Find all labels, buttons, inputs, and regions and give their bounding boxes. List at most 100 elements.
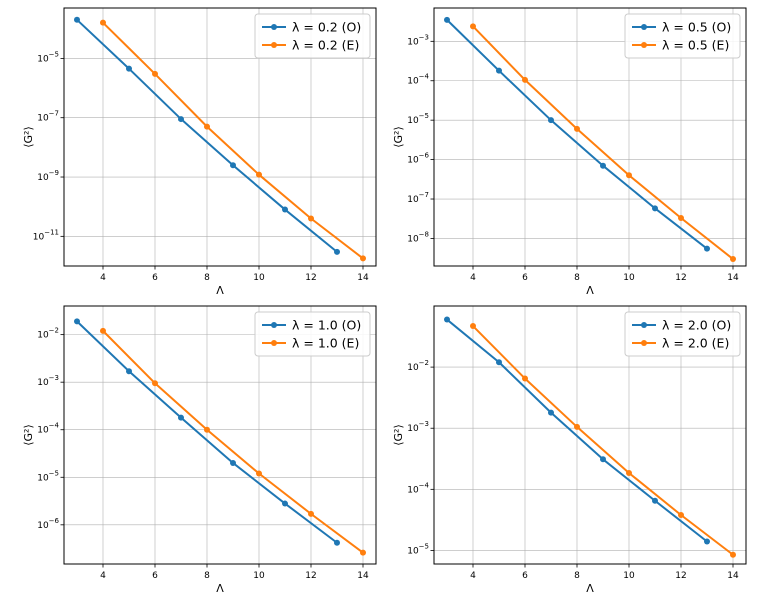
x-tick-label: 14 — [727, 273, 739, 283]
data-point — [256, 470, 262, 477]
plot-area-frame — [63, 7, 377, 267]
y-axis-label: ⟨G²⟩ — [22, 126, 35, 148]
data-point — [470, 323, 476, 330]
y-tick-label: 10−11 — [33, 228, 59, 242]
series-line-e — [472, 25, 734, 260]
x-axis-label: Λ — [216, 284, 224, 297]
legend: λ = 2.0 (O) λ = 2.0 (E) — [624, 311, 741, 357]
data-point — [100, 19, 106, 26]
y-tick-label: 10−5 — [37, 50, 59, 64]
y-tick-label: 10−5 — [37, 469, 59, 483]
data-point — [256, 171, 262, 178]
series-line-e — [472, 325, 734, 556]
x-tick-label: 4 — [100, 571, 106, 581]
data-point — [496, 359, 502, 366]
y-axis-label: ⟨G²⟩ — [392, 126, 405, 148]
legend-entry-label: λ = 1.0 (O) — [292, 318, 361, 333]
chart-panel-1: 4 6 8 10 12 14 10−5 10−7 10−9 10−11 Λ ⟨G²⟩ λ = 0.2 (… — [22, 7, 377, 297]
chart-panel-4: 4 6 8 10 12 14 10−2 10−3 10−4 10−5 Λ ⟨G²⟩ λ = 2.0 (O… — [392, 305, 747, 592]
x-tick-label: 6 — [152, 571, 158, 581]
data-point — [334, 248, 340, 255]
y-tick-label: 10−8 — [407, 230, 429, 244]
legend: λ = 1.0 (O) λ = 1.0 (E) — [254, 311, 371, 357]
data-point — [600, 162, 606, 169]
data-point — [470, 23, 476, 30]
x-tick-label: 14 — [357, 273, 369, 283]
plot-area-frame — [433, 305, 747, 565]
y-tick-label: 10−3 — [407, 420, 429, 434]
legend-entry-label: λ = 0.5 (E) — [662, 38, 729, 53]
data-point — [100, 327, 106, 334]
y-tick-label: 10−6 — [407, 152, 429, 166]
legend-entry-label: λ = 0.5 (O) — [662, 20, 731, 35]
data-point — [282, 500, 288, 507]
series-line-o — [446, 19, 708, 250]
series-line-e — [102, 330, 364, 554]
y-tick-label: 10−2 — [37, 327, 59, 341]
data-point — [548, 117, 554, 124]
data-point — [444, 16, 450, 23]
series-line-o — [76, 19, 338, 253]
y-tick-label: 10−7 — [37, 110, 59, 124]
y-axis-label: ⟨G²⟩ — [22, 424, 35, 446]
x-tick-label: 4 — [100, 273, 106, 283]
data-point — [282, 206, 288, 213]
y-tick-label: 10−3 — [37, 374, 59, 388]
x-tick-label: 8 — [204, 273, 210, 283]
data-point — [678, 215, 684, 222]
chart-panel-3: 4 6 8 10 12 14 10−2 10−3 10−4 10−5 10−6 Λ ⟨G²⟩ λ = 1.… — [22, 305, 377, 592]
legend-marker — [641, 42, 647, 48]
legend-box — [624, 311, 741, 357]
x-tick-label: 4 — [470, 273, 476, 283]
legend-entry-label: λ = 1.0 (E) — [292, 336, 359, 351]
y-axis-label: ⟨G²⟩ — [392, 424, 405, 446]
data-point — [204, 123, 210, 130]
x-axis-label: Λ — [586, 582, 594, 592]
legend-box — [624, 13, 741, 59]
data-point — [600, 456, 606, 463]
data-point — [678, 512, 684, 519]
legend: λ = 0.5 (O) λ = 0.5 (E) — [624, 13, 741, 59]
series-line-o — [446, 318, 708, 543]
data-point — [574, 423, 580, 430]
x-tick-label: 12 — [305, 273, 316, 283]
data-point — [652, 205, 658, 212]
data-point — [704, 245, 710, 252]
chart-panel-2: 4 6 8 10 12 14 10−3 10−4 10−5 10−6 10−7 10−8 Λ ⟨G²⟩ λ … — [392, 7, 747, 297]
data-point — [152, 380, 158, 387]
series-line-o — [76, 320, 338, 544]
y-tick-label: 10−5 — [407, 112, 429, 126]
data-point — [444, 316, 450, 323]
legend-box — [254, 311, 371, 357]
x-tick-label: 14 — [357, 571, 369, 581]
x-tick-label: 12 — [675, 571, 686, 581]
x-tick-label: 10 — [253, 273, 265, 283]
legend-marker — [641, 24, 647, 30]
legend: λ = 0.2 (O) λ = 0.2 (E) — [254, 13, 371, 59]
plot-area-frame — [433, 7, 747, 267]
y-tick-label: 10−5 — [407, 542, 429, 556]
y-tick-label: 10−2 — [407, 359, 429, 373]
data-point — [74, 318, 80, 325]
data-point — [360, 255, 366, 262]
x-tick-label: 4 — [470, 571, 476, 581]
data-point — [548, 409, 554, 416]
x-tick-label: 12 — [675, 273, 686, 283]
data-point — [730, 256, 736, 263]
x-tick-label: 14 — [727, 571, 739, 581]
legend-marker — [271, 24, 277, 30]
data-point — [230, 459, 236, 466]
data-point — [74, 16, 80, 23]
y-tick-label: 10−4 — [37, 422, 59, 436]
data-point — [178, 414, 184, 421]
data-point — [308, 215, 314, 222]
y-tick-label: 10−6 — [37, 517, 59, 531]
data-point — [626, 470, 632, 477]
legend-marker — [641, 340, 647, 346]
legend-entry-label: λ = 0.2 (O) — [292, 20, 361, 35]
data-point — [360, 549, 366, 556]
data-point — [178, 116, 184, 123]
x-tick-label: 8 — [204, 571, 210, 581]
y-tick-label: 10−9 — [37, 169, 59, 183]
